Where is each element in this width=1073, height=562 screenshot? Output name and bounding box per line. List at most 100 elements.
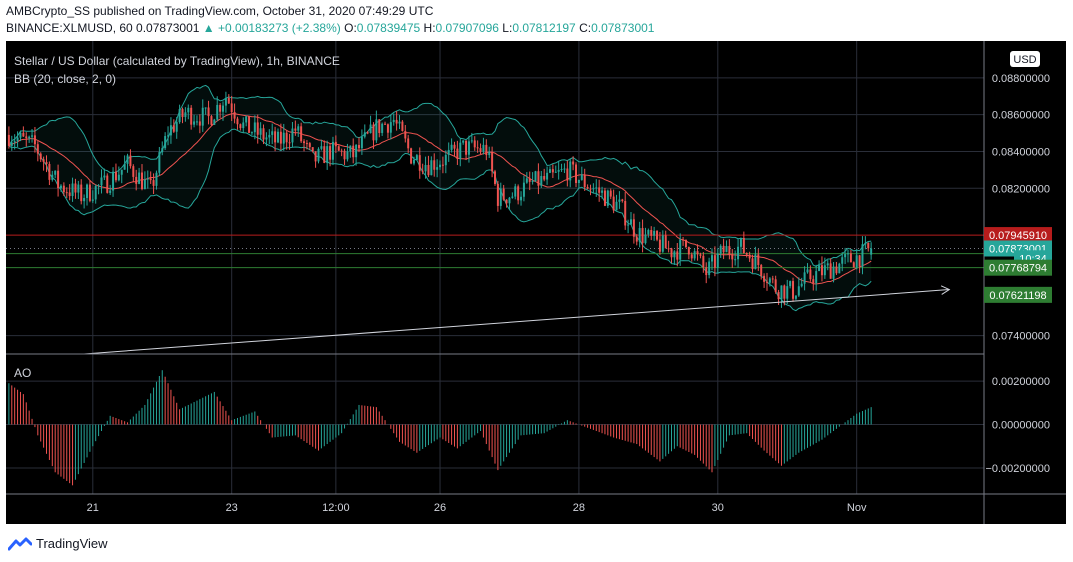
candle-body bbox=[16, 137, 19, 142]
close-value: 0.07873001 bbox=[591, 21, 655, 35]
candle-body bbox=[870, 248, 873, 255]
candle-body bbox=[291, 128, 294, 143]
candle-body bbox=[132, 166, 135, 177]
candle-body bbox=[586, 187, 589, 189]
candle-body bbox=[117, 174, 120, 181]
candle-body bbox=[496, 183, 499, 206]
candle-body bbox=[861, 244, 864, 267]
candle-body bbox=[473, 140, 476, 148]
candle-body bbox=[395, 119, 398, 124]
time-tick-label: 21 bbox=[87, 502, 99, 514]
candle-body bbox=[268, 134, 271, 138]
candle-body bbox=[563, 168, 566, 170]
candle-body bbox=[531, 181, 534, 183]
candle-body bbox=[867, 242, 870, 249]
candle-body bbox=[112, 171, 115, 191]
price-axis[interactable]: 0.07400000 0.08200000 0.08400000 0.08600000… bbox=[992, 73, 1050, 343]
candle-body bbox=[546, 172, 549, 180]
candle-body bbox=[7, 134, 10, 146]
candle-body bbox=[661, 235, 664, 252]
candle-body bbox=[482, 144, 485, 152]
candle-body bbox=[722, 245, 725, 253]
time-tick-label: Nov bbox=[847, 502, 867, 514]
candle-body bbox=[28, 136, 31, 139]
candle-body bbox=[456, 148, 459, 159]
candle-body bbox=[181, 109, 184, 118]
candle-body bbox=[407, 138, 410, 149]
candle-body bbox=[609, 190, 612, 197]
candle-body bbox=[184, 112, 187, 118]
candle-body bbox=[760, 265, 763, 276]
candle-body bbox=[864, 242, 867, 245]
candle-body bbox=[282, 132, 285, 144]
candle-body bbox=[274, 131, 277, 143]
candle-body bbox=[488, 151, 491, 156]
candle-body bbox=[167, 135, 170, 137]
candle-body bbox=[13, 141, 16, 143]
candle-body bbox=[242, 122, 245, 129]
candle-body bbox=[812, 279, 815, 284]
symbol-ohlc-line: BINANCE:XLMUSD, 60 0.07873001 ▲ +0.00183… bbox=[6, 21, 654, 35]
ao-axis[interactable]: 0.00200000 0.00000000 −0.00200000 bbox=[985, 376, 1050, 475]
candle-body bbox=[624, 200, 627, 226]
candle-body bbox=[548, 169, 551, 173]
candle-body bbox=[439, 164, 442, 168]
candle-body bbox=[832, 266, 835, 279]
currency-badge bbox=[1010, 51, 1040, 67]
candle-body bbox=[187, 107, 190, 113]
tradingview-brand: TradingView bbox=[36, 536, 108, 551]
candle-body bbox=[797, 286, 800, 296]
candle-body bbox=[713, 255, 716, 268]
candle-body bbox=[358, 144, 361, 149]
candle-body bbox=[528, 178, 531, 182]
candle-body bbox=[25, 136, 28, 139]
candle-body bbox=[433, 160, 436, 170]
candle-body bbox=[80, 184, 83, 202]
candle-body bbox=[708, 261, 711, 276]
price-tick-label: 0.07400000 bbox=[992, 331, 1050, 343]
symbol-label: BINANCE:XLMUSD, 60 bbox=[6, 21, 133, 35]
candle-body bbox=[346, 151, 349, 160]
candle-body bbox=[54, 170, 57, 175]
candle-body bbox=[540, 175, 543, 186]
candle-body bbox=[826, 263, 829, 266]
candle-body bbox=[404, 130, 407, 139]
candle-body bbox=[320, 146, 323, 149]
candle-body bbox=[314, 151, 317, 162]
time-tick-label: 23 bbox=[226, 502, 238, 514]
price-chart[interactable]: 0.07400000 0.08200000 0.08400000 0.08600000… bbox=[6, 41, 1066, 524]
candle-body bbox=[806, 269, 809, 273]
candle-body bbox=[216, 104, 219, 120]
candle-body bbox=[673, 251, 676, 258]
candle-body bbox=[169, 125, 172, 136]
candle-body bbox=[699, 254, 702, 256]
candle-body bbox=[603, 190, 606, 206]
candle-body bbox=[467, 141, 470, 155]
candle-body bbox=[51, 174, 54, 180]
time-axis[interactable]: 21 23 12:00 26 28 30 Nov bbox=[87, 502, 867, 514]
candle-body bbox=[566, 168, 569, 181]
candle-body bbox=[39, 153, 42, 160]
candle-body bbox=[847, 253, 850, 255]
candle-body bbox=[114, 171, 117, 181]
candle-body bbox=[372, 124, 375, 141]
bb-lower-line bbox=[8, 128, 872, 312]
published-line: AMBCrypto_SS published on TradingView.co… bbox=[6, 4, 434, 18]
candle-body bbox=[560, 168, 563, 170]
candle-body bbox=[687, 247, 690, 255]
candle-body bbox=[786, 286, 789, 299]
candle-body bbox=[172, 125, 175, 132]
candle-body bbox=[412, 159, 415, 164]
price-tag-bg bbox=[984, 227, 1052, 244]
candle-body bbox=[572, 161, 575, 165]
candle-body bbox=[771, 278, 774, 280]
candle-body bbox=[198, 121, 201, 126]
candle-body bbox=[517, 186, 520, 201]
tradingview-footer[interactable]: TradingView bbox=[8, 536, 108, 551]
candle-body bbox=[360, 136, 363, 149]
candle-body bbox=[74, 183, 77, 193]
time-tick-label: 28 bbox=[573, 502, 585, 514]
candle-body bbox=[777, 291, 780, 300]
candle-body bbox=[68, 192, 71, 197]
candle-body bbox=[152, 180, 155, 186]
